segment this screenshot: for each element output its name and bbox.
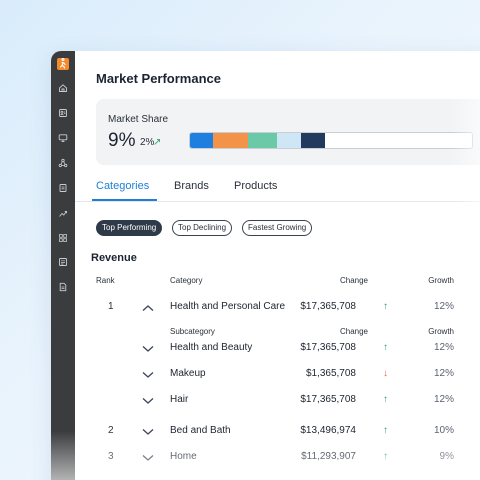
change-value: $17,365,708 <box>300 342 356 353</box>
chevron-down-icon[interactable] <box>141 453 155 463</box>
page-title: Market Performance <box>96 71 221 86</box>
table-row[interactable]: 3 Home $11,293,907 ↑ 9% <box>75 451 480 469</box>
contacts-icon[interactable] <box>58 108 68 118</box>
filter-top-performing[interactable]: Top Performing <box>96 220 163 236</box>
tab-categories[interactable]: Categories <box>96 180 150 192</box>
change-value: $17,365,708 <box>300 301 356 312</box>
market-share-change: 2% <box>140 137 155 148</box>
rank-cell: 2 <box>108 425 114 436</box>
subheader-growth: Growth <box>428 327 454 336</box>
category-name: Health and Beauty <box>170 342 253 353</box>
subheader-subcategory: Subcategory <box>170 327 215 336</box>
app-window: Market Performance Market Share 9% 2% ↗ … <box>51 51 480 480</box>
change-value: $17,365,708 <box>300 394 356 405</box>
chevron-down-icon[interactable] <box>141 427 155 437</box>
arrow-up-icon: ↑ <box>383 425 388 436</box>
header-category: Category <box>170 276 203 285</box>
change-value: $11,293,907 <box>301 451 356 462</box>
filter-top-declining[interactable]: Top Declining <box>172 220 233 236</box>
change-value: $13,496,974 <box>300 425 356 436</box>
arrow-up-icon: ↑ <box>383 301 388 312</box>
growth-value: 12% <box>433 368 454 379</box>
table-row[interactable]: 2 Bed and Bath $13,496,974 ↑ 10% <box>75 425 480 443</box>
rank-cell: 3 <box>108 451 114 462</box>
arrow-up-icon: ↗ <box>153 137 162 148</box>
rank-cell: 1 <box>108 301 114 312</box>
monitor-icon[interactable] <box>58 133 68 143</box>
arrow-up-icon: ↑ <box>383 451 388 462</box>
share-segment <box>212 133 248 148</box>
chevron-down-icon[interactable] <box>141 370 155 380</box>
arrow-down-icon: ↓ <box>383 368 388 379</box>
active-tab-indicator <box>92 199 157 201</box>
briefcase-icon[interactable] <box>58 183 68 193</box>
share-segment <box>190 133 213 148</box>
grid-icon[interactable] <box>58 233 68 243</box>
list-icon[interactable] <box>58 257 68 267</box>
tab-products[interactable]: Products <box>234 180 278 192</box>
category-name: Home <box>170 451 197 462</box>
category-name: Bed and Bath <box>170 425 231 436</box>
chevron-up-icon[interactable] <box>141 303 155 313</box>
subcategory-row[interactable]: Makeup $1,365,708 ↓ 12% <box>75 368 480 386</box>
header-change: Change <box>339 276 368 285</box>
share-segment <box>277 133 302 148</box>
header-rank: Rank <box>96 276 115 285</box>
table-row[interactable]: 1 Health and Personal Care $17,365,708 ↑ 12% <box>75 301 480 319</box>
chevron-down-icon[interactable] <box>141 396 155 406</box>
subcategory-row[interactable]: Health and Beauty $17,365,708 ↑ 12% <box>75 342 480 360</box>
document-icon[interactable] <box>58 282 68 292</box>
share-segment <box>301 133 326 148</box>
change-value: $1,365,708 <box>305 368 356 379</box>
market-share-label: Market Share <box>108 114 169 125</box>
runner-logo-icon[interactable] <box>57 57 69 70</box>
growth-value: 12% <box>433 394 454 405</box>
arrow-up-icon: ↑ <box>383 342 388 353</box>
tab-brands[interactable]: Brands <box>174 180 209 192</box>
growth-value: 12% <box>433 342 454 353</box>
category-name: Makeup <box>170 368 206 379</box>
category-name: Hair <box>170 394 189 405</box>
header-growth: Growth <box>428 276 454 285</box>
market-share-card: Market Share 9% 2% ↗ <box>96 99 480 165</box>
category-name: Health and Personal Care <box>170 301 286 312</box>
tab-bar: Categories Brands Products <box>75 177 480 202</box>
growth-value: 12% <box>433 301 454 312</box>
growth-value: 9% <box>439 451 454 462</box>
chevron-down-icon[interactable] <box>141 344 155 354</box>
arrow-up-icon: ↑ <box>383 394 388 405</box>
growth-value: 10% <box>433 425 454 436</box>
subcategory-row[interactable]: Hair $17,365,708 ↑ 12% <box>75 394 480 412</box>
share-segment <box>247 133 278 148</box>
subheader-change: Change <box>339 327 368 336</box>
trend-chart-icon[interactable] <box>58 208 68 218</box>
main-content: Market Performance Market Share 9% 2% ↗ … <box>75 51 480 480</box>
home-icon[interactable] <box>58 83 68 93</box>
market-share-value: 9% <box>108 130 136 151</box>
section-title: Revenue <box>91 252 137 264</box>
filter-fastest-growing[interactable]: Fastest Growing <box>242 220 313 236</box>
sidebar <box>51 51 75 480</box>
market-share-bar <box>189 132 473 149</box>
network-icon[interactable] <box>58 158 68 168</box>
